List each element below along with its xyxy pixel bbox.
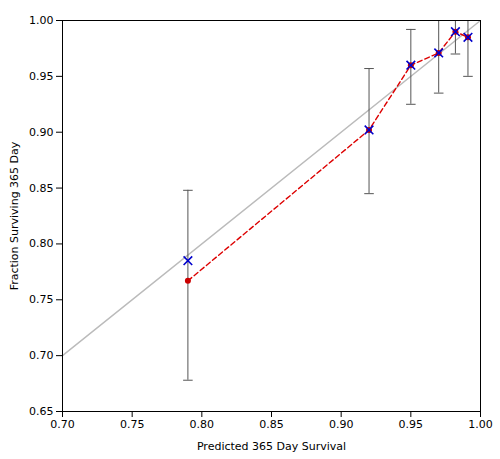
svg-text:0.75: 0.75: [29, 293, 54, 306]
svg-text:0.90: 0.90: [29, 126, 54, 139]
svg-text:0.80: 0.80: [29, 237, 54, 250]
svg-text:0.75: 0.75: [120, 418, 145, 431]
svg-text:Fraction Surviving 365 Day: Fraction Surviving 365 Day: [8, 141, 21, 290]
svg-text:0.95: 0.95: [29, 70, 54, 83]
svg-text:0.85: 0.85: [29, 182, 54, 195]
svg-text:0.95: 0.95: [399, 418, 424, 431]
svg-text:0.70: 0.70: [50, 418, 75, 431]
svg-text:0.80: 0.80: [190, 418, 215, 431]
svg-text:0.65: 0.65: [29, 405, 54, 418]
svg-text:0.90: 0.90: [329, 418, 354, 431]
svg-text:1.00: 1.00: [468, 418, 493, 431]
svg-text:0.70: 0.70: [29, 349, 54, 362]
svg-text:1.00: 1.00: [29, 14, 54, 27]
svg-text:Predicted 365 Day Survival: Predicted 365 Day Survival: [197, 440, 346, 453]
svg-text:0.85: 0.85: [259, 418, 284, 431]
